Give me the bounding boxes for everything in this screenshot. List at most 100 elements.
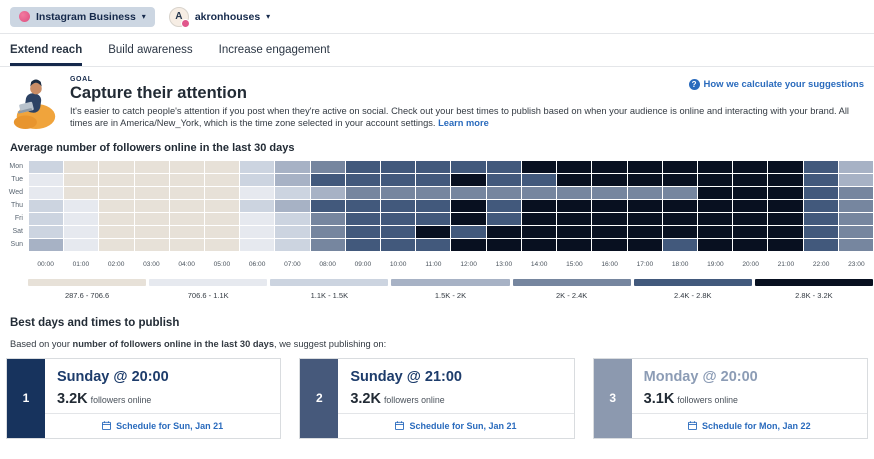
heatmap-grid: Mon Tue Wed Thu Fri Sat Sun <box>0 160 873 251</box>
heatmap-cell <box>205 173 240 186</box>
hour-tick-label: 19:00 <box>707 260 724 268</box>
heatmap-row-label: Fri <box>14 214 23 222</box>
heatmap-row-label: Mon <box>9 162 23 170</box>
heatmap-cell <box>521 225 557 238</box>
heatmap-cell <box>592 238 627 251</box>
heatmap-cell <box>592 225 627 238</box>
heatmap-cell <box>662 225 697 238</box>
heatmap-cell <box>240 225 275 238</box>
avatar-letter: A <box>175 11 183 22</box>
how-we-calculate-link[interactable]: ? How we calculate your suggestions <box>688 79 864 90</box>
heatmap-cell <box>416 186 451 199</box>
account-selector[interactable]: A akronhouses ▾ <box>168 6 270 28</box>
heatmap-cell <box>521 160 557 173</box>
heatmap-cell <box>557 225 592 238</box>
heatmap-cell <box>592 212 627 225</box>
heatmap-cell <box>486 212 521 225</box>
card-title: Sunday @ 20:00 <box>57 368 169 385</box>
legend-swatch <box>754 278 873 286</box>
heatmap-cell <box>99 238 134 251</box>
heatmap-cell <box>521 173 557 186</box>
goal-tabs: Extend reach Build awareness Increase enga… <box>0 34 874 67</box>
heatmap-cell <box>627 173 662 186</box>
heatmap-cell <box>345 238 381 251</box>
heatmap-cell <box>557 160 592 173</box>
legend-segment: 1.5K - 2K <box>391 278 510 300</box>
heatmap-cell <box>557 212 592 225</box>
intro-bold: number of followers online in the last 3… <box>72 338 275 349</box>
heatmap-cell <box>451 238 486 251</box>
heatmap-cell <box>134 173 169 186</box>
heatmap-cell <box>627 199 662 212</box>
heatmap-cell <box>381 225 416 238</box>
heatmap-cell <box>451 212 486 225</box>
legend-segment: 1.1K - 1.5K <box>270 278 389 300</box>
hour-tick-label: 20:00 <box>742 260 759 268</box>
followers-online-value: 3.1K followers online <box>643 390 738 407</box>
heatmap-cell <box>345 225 381 238</box>
heatmap-cell <box>662 212 697 225</box>
heatmap-cell <box>99 225 134 238</box>
followers-online-value: 3.2K followers online <box>57 390 152 407</box>
heatmap-cell <box>627 238 662 251</box>
heatmap-cell <box>29 186 64 199</box>
heatmap-cell <box>205 212 240 225</box>
schedule-label: Schedule for Sun, Jan 21 <box>116 420 224 431</box>
goal-description-text: It's easier to catch people's attention … <box>70 106 849 128</box>
heatmap-cell <box>486 199 521 212</box>
hour-tick-label: 10:00 <box>389 260 407 268</box>
learn-more-link[interactable]: Learn more <box>438 117 489 128</box>
heatmap-cell <box>451 225 486 238</box>
heatmap-cell <box>697 225 733 238</box>
legend-range-label: 1.5K - 2K <box>434 290 467 300</box>
hour-tick-label: 09:00 <box>354 260 372 268</box>
card-body: Sunday @ 20:00 3.2K followers online Schedu… <box>45 359 281 438</box>
channel-selector[interactable]: Instagram Business ▾ <box>10 6 155 27</box>
question-mark-icon: ? <box>688 79 700 90</box>
heatmap-cell <box>521 238 557 251</box>
legend-swatch <box>391 278 510 286</box>
legend-swatch <box>149 278 268 286</box>
heatmap-cell <box>592 199 627 212</box>
suggestion-card: 1 Sunday @ 20:00 3.2K followers online Sched… <box>6 357 282 439</box>
heatmap-cell <box>768 225 803 238</box>
legend-range-label: 2.4K - 2.8K <box>674 290 712 300</box>
hour-tick-label: 12:00 <box>460 260 477 268</box>
heatmap-cell <box>240 238 275 251</box>
heatmap-legend: 287.6 - 706.6 706.6 - 1.1K 1.1K - 1.5K 1.5K… <box>28 278 873 300</box>
heatmap-cell <box>345 160 381 173</box>
heatmap-cell <box>662 160 697 173</box>
heatmap-cell <box>64 225 99 238</box>
heatmap-cell <box>99 199 134 212</box>
schedule-button[interactable]: Schedule for Sun, Jan 21 <box>45 412 281 438</box>
heatmap-cell <box>416 212 451 225</box>
heatmap-cell <box>768 238 803 251</box>
hour-tick-label: 01:00 <box>72 260 90 268</box>
heatmap-cell <box>275 173 310 186</box>
heatmap-cell <box>275 212 310 225</box>
heatmap-cell <box>733 199 768 212</box>
tab-extend-reach[interactable]: Extend reach <box>10 34 83 66</box>
schedule-button[interactable]: Schedule for Sun, Jan 21 <box>338 412 574 438</box>
schedule-button[interactable]: Schedule for Mon, Jan 22 <box>631 412 867 438</box>
heatmap-cell <box>240 199 275 212</box>
heatmap-cell <box>768 186 803 199</box>
heatmap-cell <box>29 238 64 251</box>
heatmap-cell <box>310 238 345 251</box>
heatmap-cell <box>803 186 838 199</box>
heatmap-cell <box>521 186 557 199</box>
heatmap-cell <box>275 225 310 238</box>
heatmap-cell <box>275 238 310 251</box>
tab-increase-engagement[interactable]: Increase engagement <box>218 43 330 56</box>
tab-build-awareness[interactable]: Build awareness <box>108 43 193 56</box>
heatmap-row-label: Wed <box>8 188 23 196</box>
heatmap-cell <box>205 160 240 173</box>
heatmap-cell <box>557 186 592 199</box>
heatmap-cell <box>627 186 662 199</box>
heatmap-cell <box>275 199 310 212</box>
heatmap-cell <box>99 212 134 225</box>
card-body: Sunday @ 21:00 3.2K followers online Schedu… <box>338 359 574 438</box>
heatmap-row-label: Sun <box>10 240 23 248</box>
calendar-icon <box>395 421 405 431</box>
heatmap-cell <box>486 186 521 199</box>
